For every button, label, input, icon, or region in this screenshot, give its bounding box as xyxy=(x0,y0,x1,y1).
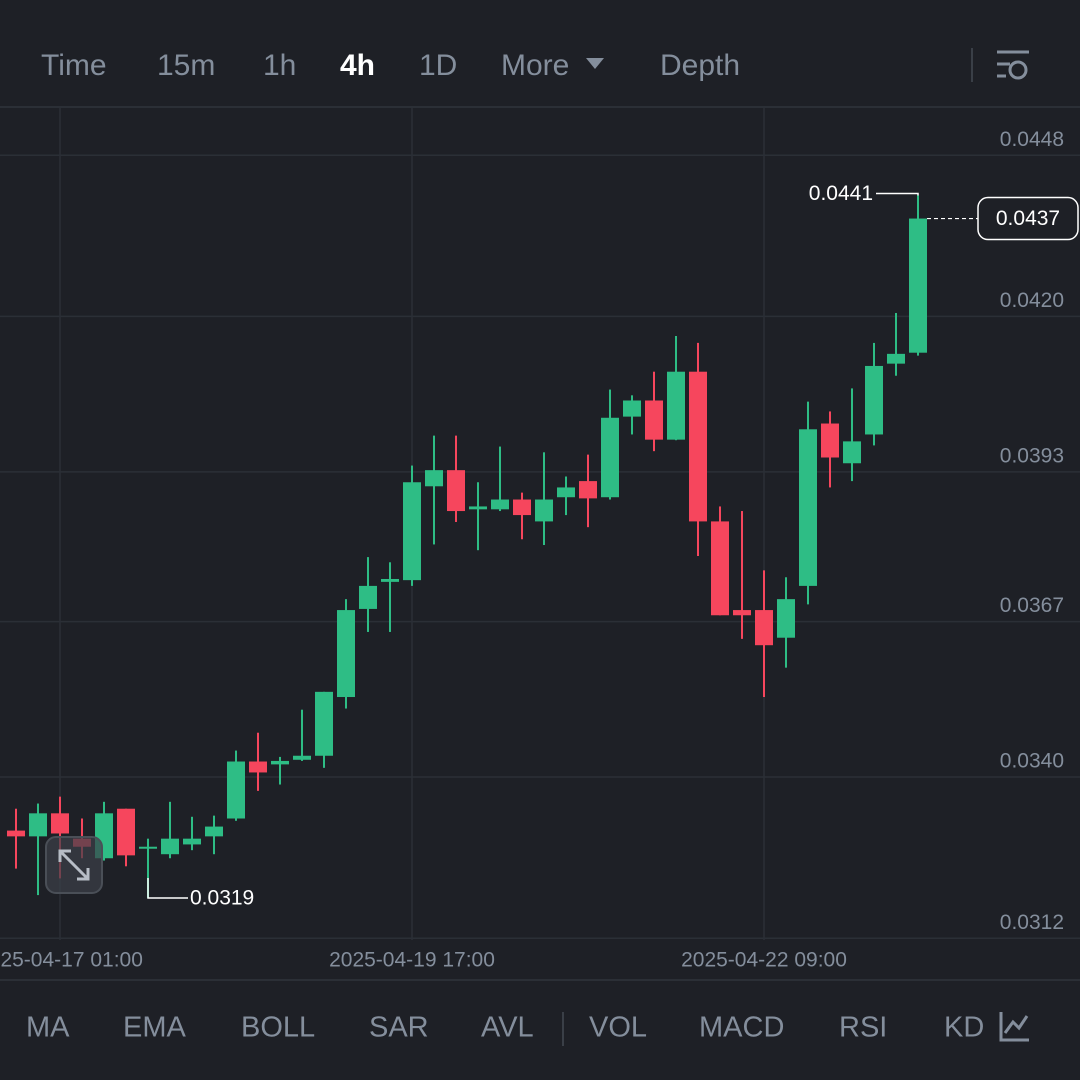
indicator-tab[interactable]: MA xyxy=(26,1012,70,1044)
candle-body xyxy=(821,423,839,458)
last-price-label: 0.0437 xyxy=(996,207,1060,230)
indicator-tab[interactable]: EMA xyxy=(123,1012,187,1044)
low-label: 0.0319 xyxy=(190,887,254,910)
timeframe-tab[interactable]: Time xyxy=(41,49,107,82)
candle-body xyxy=(447,470,465,512)
candle-body xyxy=(623,400,641,417)
candle-body xyxy=(491,499,509,510)
candle-body xyxy=(315,691,333,756)
candle-body xyxy=(337,610,355,698)
candle-body xyxy=(425,470,443,487)
x-tick-label: 2025-04-22 09:00 xyxy=(681,949,847,972)
indicator-tab[interactable]: AVL xyxy=(481,1012,534,1044)
candle-body xyxy=(29,813,47,837)
candle-body xyxy=(227,761,245,819)
candle-body xyxy=(205,826,223,837)
expand-button[interactable] xyxy=(45,836,103,894)
y-tick-label: 0.0340 xyxy=(1000,750,1064,773)
candle-body xyxy=(381,578,399,582)
candle-body xyxy=(469,506,487,510)
candle-body xyxy=(403,482,421,581)
last-price-box xyxy=(977,196,1079,241)
candle-body xyxy=(161,838,179,855)
candle-body xyxy=(117,808,135,856)
indicator-icon[interactable] xyxy=(999,1012,1029,1042)
indicator-tab[interactable]: VOL xyxy=(589,1012,647,1044)
candle-body xyxy=(579,481,597,499)
candle-body xyxy=(139,846,157,849)
candle-body xyxy=(249,761,267,773)
candle-body xyxy=(733,610,751,616)
candle-body xyxy=(51,813,69,834)
indicator-tab[interactable]: SAR xyxy=(369,1012,429,1044)
candle-body xyxy=(645,400,663,440)
candle-body xyxy=(711,521,729,616)
y-tick-label: 0.0367 xyxy=(1000,594,1064,617)
y-tick-label: 0.0393 xyxy=(1000,444,1064,467)
dropdown-arrow xyxy=(586,58,604,69)
timeframe-tab[interactable]: Depth xyxy=(660,49,740,82)
candle-body xyxy=(667,371,685,440)
y-tick-label: 0.0312 xyxy=(1000,911,1064,934)
high-marker-line xyxy=(876,192,919,196)
candlestick-chart: 0.0312 0.0340 0.0367 0.0393 0.0420 0.0448 2025… xyxy=(0,108,1080,972)
candle-body xyxy=(557,487,575,498)
candle-body xyxy=(271,760,289,765)
y-tick-label: 0.0448 xyxy=(1000,128,1064,151)
x-tick-label: 2025-04-17 01:00 xyxy=(0,949,143,972)
indicator-tab[interactable]: BOLL xyxy=(241,1012,315,1044)
y-tick-label: 0.0420 xyxy=(1000,289,1064,312)
candle-body xyxy=(843,441,861,464)
x-tick-label: 2025-04-19 17:00 xyxy=(329,949,495,972)
candle-body xyxy=(887,353,905,364)
candle-body xyxy=(601,417,619,498)
timeframe-tab[interactable]: 15m xyxy=(157,49,215,82)
candle-body xyxy=(909,218,927,353)
candle-body xyxy=(293,755,311,760)
candle-body xyxy=(183,838,201,845)
candle-body xyxy=(689,371,707,522)
timeframe-tab[interactable]: 4h xyxy=(340,49,375,82)
timeframe-tab[interactable]: 1h xyxy=(263,49,296,82)
timeframe-tab[interactable]: 1D xyxy=(419,49,457,82)
candle-body xyxy=(799,429,817,586)
high-label: 0.0441 xyxy=(809,182,873,205)
candle-body xyxy=(513,499,531,516)
candle-body xyxy=(7,830,25,837)
candle-body xyxy=(755,610,773,646)
settings-icon[interactable] xyxy=(997,50,1029,80)
indicator-tab[interactable]: MACD xyxy=(699,1012,784,1044)
candle-body xyxy=(535,499,553,522)
indicator-tab[interactable]: KD xyxy=(944,1012,984,1044)
low-marker-line xyxy=(147,877,188,899)
timeframe-tab[interactable]: More xyxy=(501,49,569,82)
candle-body xyxy=(359,585,377,609)
candle-body xyxy=(865,365,883,435)
candle-body xyxy=(777,599,795,638)
indicator-tab[interactable]: RSI xyxy=(839,1012,887,1044)
